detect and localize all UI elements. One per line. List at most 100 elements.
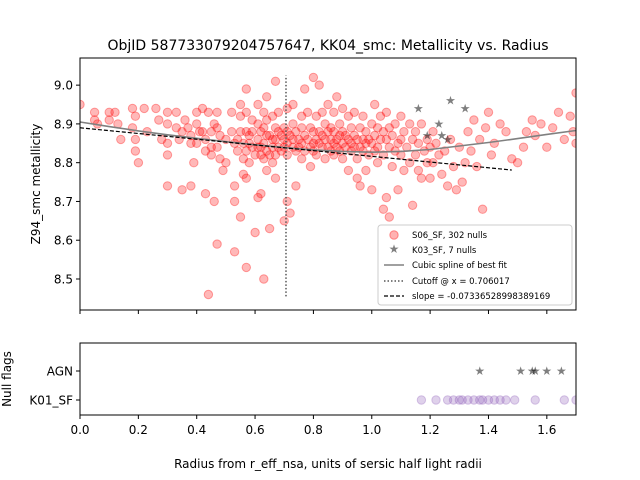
s06-point [337, 138, 348, 149]
s06-point [130, 146, 141, 156]
s06-point [297, 154, 307, 164]
k01-point [489, 395, 499, 405]
s06-point [384, 123, 394, 133]
category-label: AGN [47, 365, 73, 379]
s06-point [548, 123, 558, 133]
s06-point [361, 165, 371, 176]
s06-point [337, 103, 348, 114]
s06-point [229, 196, 240, 207]
s06-point [381, 192, 392, 203]
s06-point [337, 154, 348, 164]
s06-point [212, 239, 222, 249]
legend-box [377, 224, 573, 306]
s06-point [393, 138, 403, 149]
k01-point [501, 395, 511, 405]
s06-point [375, 111, 386, 121]
s06-point [130, 111, 141, 121]
s06-point [463, 127, 473, 137]
s06-point [378, 127, 389, 137]
s06-point [501, 127, 511, 137]
s06-point [311, 134, 321, 145]
s06-point [387, 130, 397, 141]
s06-point [355, 181, 365, 191]
s06-point [297, 138, 307, 149]
s06-point [212, 123, 222, 133]
s06-point [270, 134, 281, 145]
agn-point: ★ [541, 364, 552, 378]
s06-point [370, 130, 380, 141]
s06-point [445, 134, 456, 145]
s06-point [203, 107, 214, 118]
x-tick-label: 0.8 [304, 423, 323, 437]
s06-point [285, 130, 295, 141]
s06-point [162, 150, 173, 160]
s06-point [162, 181, 173, 191]
s06-point [393, 185, 403, 195]
s06-point [419, 146, 429, 156]
s06-point [200, 189, 211, 199]
s06-point [218, 165, 228, 176]
k03-point: ★ [436, 129, 447, 143]
s06-point [209, 196, 219, 207]
s06-point [282, 103, 292, 114]
s06-point [314, 138, 324, 149]
s06-point [332, 134, 342, 145]
s06-point [407, 134, 418, 145]
s06-point [89, 107, 100, 118]
s06-point [241, 127, 252, 137]
s06-point [372, 142, 383, 152]
s06-point [311, 150, 321, 160]
s06-point [495, 119, 505, 129]
s06-point [162, 119, 173, 129]
s06-point [352, 173, 362, 183]
s06-point [387, 161, 397, 172]
s06-point [253, 134, 263, 145]
slope-line [80, 127, 512, 171]
s06-point [489, 138, 499, 149]
top-plot-area: ★★★★★★★ [80, 72, 576, 300]
y-tick-label: 8.5 [54, 272, 73, 286]
s06-point [314, 80, 324, 90]
k03-point: ★ [442, 132, 453, 146]
s06-point [262, 115, 272, 125]
s06-point [189, 158, 199, 168]
bottom-x-axis-label: Radius from r_eff_nsa, units of sersic h… [174, 457, 482, 471]
s06-point [361, 127, 371, 137]
k01-point [483, 395, 494, 405]
s06-point [337, 127, 348, 137]
s06-point [282, 150, 292, 160]
s06-point [323, 99, 333, 110]
legend-spline-label: Cubic spline of best fit [412, 261, 508, 271]
s06-point [241, 107, 252, 118]
x-tick-label: 1.2 [421, 423, 440, 437]
s06-point [364, 134, 374, 145]
s06-point [375, 134, 386, 145]
s06-point [300, 84, 310, 94]
s06-point [203, 289, 214, 300]
s06-point [282, 127, 292, 137]
s06-point [317, 107, 327, 118]
s06-point [256, 127, 266, 137]
s06-point [270, 76, 281, 87]
s06-point [384, 212, 394, 222]
s06-point [206, 150, 217, 160]
s06-point [367, 185, 377, 195]
s06-point [212, 107, 222, 118]
s06-point [305, 161, 316, 172]
s06-point [192, 107, 202, 118]
s06-point [480, 123, 491, 133]
s06-point [326, 123, 336, 133]
s06-point [247, 115, 257, 125]
s06-point [229, 181, 240, 191]
s06-point [262, 165, 272, 176]
s06-point [431, 138, 441, 149]
s06-point [475, 134, 485, 145]
s06-point [250, 150, 260, 160]
bottom-x-axis: 0.0 0.2 0.4 0.6 0.8 1.0 1.2 1.4 1.6 [70, 415, 556, 437]
s06-point [542, 142, 552, 152]
s06-point [267, 158, 278, 168]
s06-point [180, 115, 190, 125]
s06-point [326, 134, 336, 145]
s06-point [358, 134, 368, 145]
s06-point [133, 158, 144, 168]
